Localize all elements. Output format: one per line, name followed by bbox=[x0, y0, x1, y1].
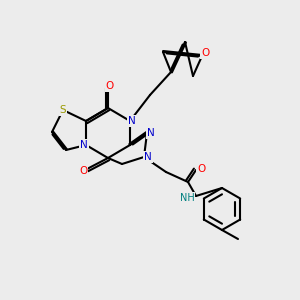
Text: O: O bbox=[201, 48, 209, 58]
Text: O: O bbox=[197, 164, 205, 174]
Text: O: O bbox=[79, 166, 87, 176]
Text: N: N bbox=[147, 128, 155, 138]
Text: N: N bbox=[80, 140, 88, 150]
Text: S: S bbox=[60, 105, 66, 115]
Text: N: N bbox=[144, 152, 152, 162]
Text: NH: NH bbox=[180, 193, 194, 203]
Text: N: N bbox=[128, 116, 136, 126]
Text: O: O bbox=[106, 81, 114, 91]
